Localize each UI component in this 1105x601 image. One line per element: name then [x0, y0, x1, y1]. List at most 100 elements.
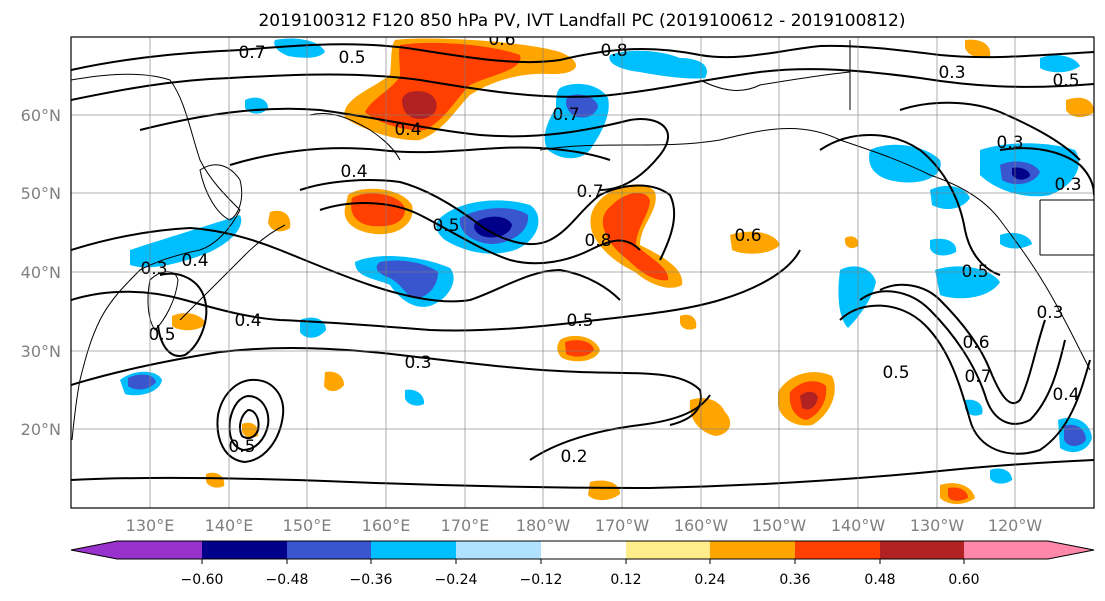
lon-label: 150°W	[752, 516, 807, 535]
pv-positive-area	[730, 231, 780, 254]
contour-line	[157, 272, 208, 357]
map-frame	[70, 36, 1095, 509]
colorbar-under-triangle	[71, 541, 117, 559]
pv-negative-area	[930, 238, 957, 256]
political-borders	[849, 40, 1094, 256]
contour-label: 0.5	[566, 311, 593, 331]
pv-positive-area	[1066, 97, 1094, 118]
pv-positive-area	[965, 39, 991, 58]
colorbar-ticks	[201, 559, 965, 564]
contour-line	[319, 202, 641, 265]
pv-negative-area	[1040, 55, 1080, 73]
pv-positive-area	[588, 480, 620, 501]
pv-negative-area	[405, 389, 425, 406]
contour-line	[71, 459, 1094, 490]
colorbar: −0.60 −0.48 −0.36 −0.24 −0.12 0.12 0.24 …	[70, 540, 1095, 588]
pv-minimum-core	[474, 216, 512, 238]
contour-label: 0.3	[938, 63, 965, 83]
contour-line	[216, 378, 285, 464]
contour-label: 0.8	[584, 231, 611, 251]
pv-strong-negative-area	[128, 374, 156, 390]
pv-strong-positive-area	[351, 193, 406, 227]
contour-label: 0.7	[238, 43, 265, 63]
contour-label: 0.3	[996, 133, 1023, 153]
pv-strong-negative-area	[376, 260, 438, 299]
colorbar-tick-label: −0.24	[435, 572, 478, 588]
contour-line	[229, 146, 611, 166]
contour-line	[839, 304, 1091, 455]
pv-positive-area	[206, 472, 225, 488]
contour-label: 0.8	[600, 41, 627, 61]
colorbar-segment	[710, 541, 795, 559]
contour-label: 0.5	[882, 363, 909, 383]
lat-label-20n: 20°N	[21, 420, 61, 439]
contour-line	[529, 394, 711, 461]
pv-negative-area	[935, 266, 1000, 299]
contour-line	[228, 394, 270, 452]
lon-label: 130°W	[910, 516, 965, 535]
contour-label: 0.4	[181, 251, 208, 271]
contour-label: 0.2	[560, 447, 587, 467]
contour-line	[71, 68, 1094, 101]
contour-line	[239, 408, 260, 439]
pv-strong-positive-area	[565, 340, 594, 357]
contour-line	[71, 347, 702, 426]
colorbar-segment	[880, 541, 964, 559]
pv-maximum-core	[800, 391, 818, 410]
colorbar-segment	[626, 541, 710, 559]
lon-label: 120°W	[988, 516, 1043, 535]
colorbar-segment	[795, 541, 880, 559]
contour-label: 0.5	[228, 437, 255, 457]
lon-label: 160°E	[362, 516, 411, 535]
contour-line	[71, 226, 621, 303]
contour-line	[71, 249, 801, 332]
pv-positive-area	[689, 398, 731, 436]
colorbar-segment	[117, 541, 202, 559]
colorbar-segment	[456, 541, 541, 559]
pv-positive-area	[242, 422, 259, 438]
contour-label: 0.6	[734, 226, 761, 246]
pv-maximum-core	[402, 90, 437, 119]
contour-line	[139, 107, 670, 191]
colorbar-segment	[964, 541, 1048, 559]
pv-negative-area	[274, 38, 325, 58]
colorbar-tick-label: −0.36	[350, 572, 393, 588]
contour-line	[899, 101, 1081, 161]
contour-line	[299, 179, 676, 261]
lon-label: 170°E	[441, 516, 490, 535]
colorbar-segment	[541, 541, 626, 559]
colorbar-tick-label: 0.60	[948, 572, 979, 588]
lat-label-50n: 50°N	[21, 184, 61, 203]
contour-label: 0.4	[1052, 385, 1079, 405]
contour-label: 0.5	[432, 216, 459, 236]
lat-label-60n: 60°N	[21, 106, 61, 125]
pv-strong-negative-area	[1064, 424, 1086, 446]
contour-label: 0.6	[488, 30, 515, 50]
lon-label: 150°E	[283, 516, 332, 535]
lon-label: 180°W	[516, 516, 571, 535]
pv-negative-area	[130, 215, 242, 268]
gridlines	[71, 37, 1094, 508]
pv-strong-positive-area	[602, 192, 669, 281]
figure-title: 2019100312 F120 850 hPa PV, IVT Landfall…	[258, 11, 905, 31]
contour-line	[859, 290, 1066, 425]
ivt-contours	[71, 43, 1094, 490]
latitude-labels: 60°N 50°N 40°N 30°N 20°N	[21, 106, 61, 439]
sakhalin-coastline	[199, 164, 243, 221]
contour-line	[71, 43, 1094, 71]
contour-label: 0.3	[140, 259, 167, 279]
lon-label: 130°E	[126, 516, 175, 535]
pv-negative-area	[930, 185, 970, 210]
colorbar-tick-label: 0.24	[694, 572, 725, 588]
contour-label: 0.3	[1036, 303, 1063, 323]
lon-label: 160°W	[674, 516, 729, 535]
contour-label: 0.3	[1054, 175, 1081, 195]
colorbar-outline	[70, 540, 1095, 560]
lon-label: 170°W	[595, 516, 650, 535]
contour-label: 0.5	[148, 325, 175, 345]
north-america-coastline	[539, 127, 1091, 371]
contour-label: 0.5	[338, 48, 365, 68]
pv-positive-area	[172, 313, 206, 331]
contour-label: 0.4	[394, 120, 421, 140]
